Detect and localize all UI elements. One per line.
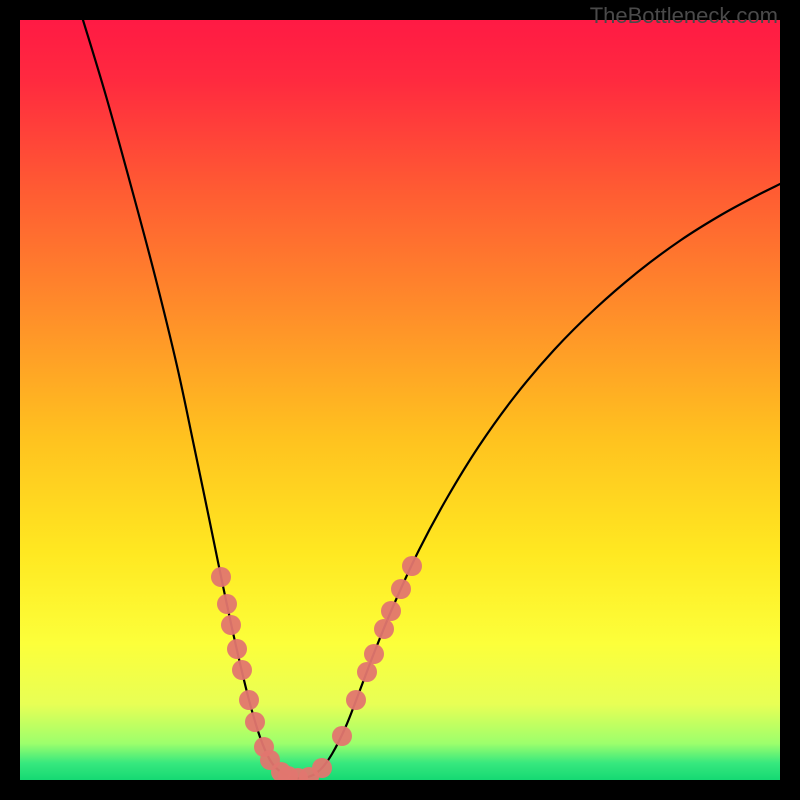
chart-frame: TheBottleneck.com <box>0 0 800 800</box>
watermark-text: TheBottleneck.com <box>590 3 778 29</box>
chart-border <box>0 0 800 800</box>
